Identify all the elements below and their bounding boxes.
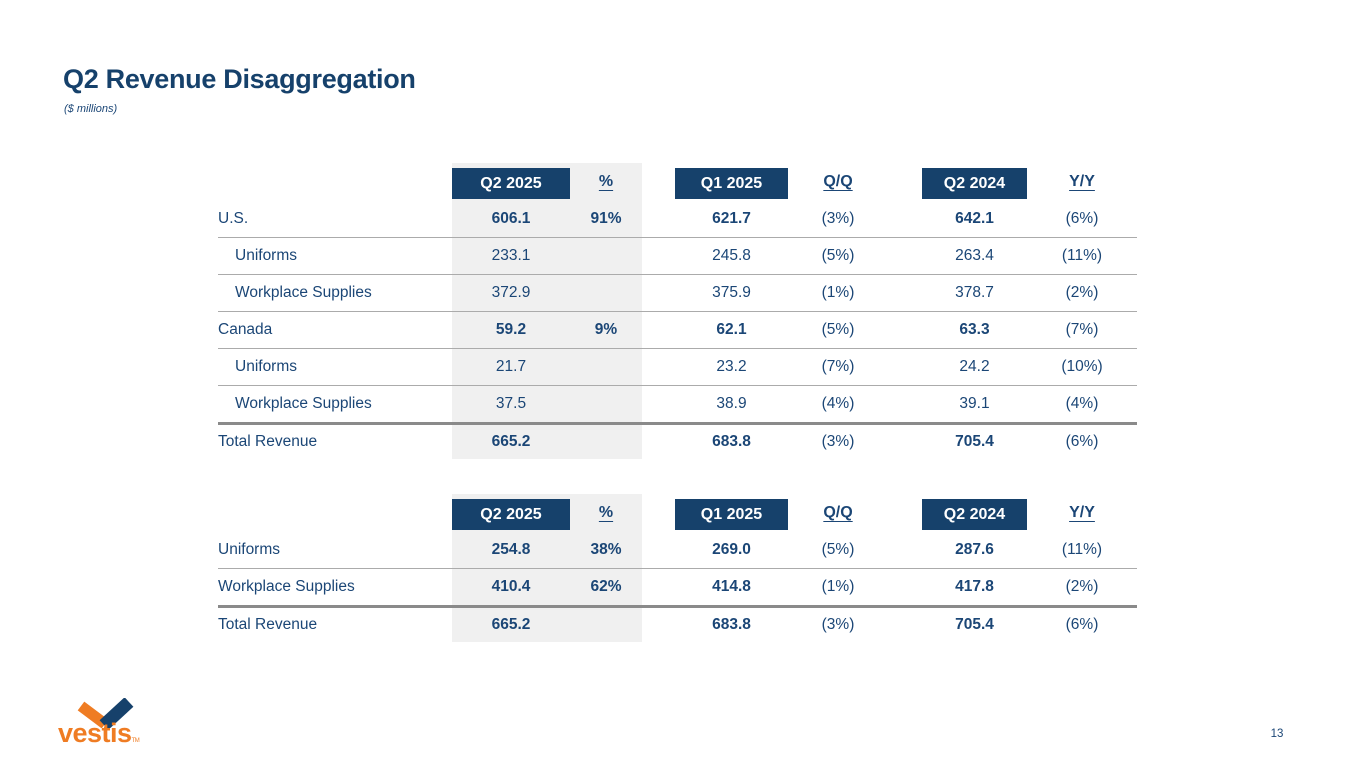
cell-q2-2024: 705.4 (955, 433, 994, 450)
vestis-wordmark: vestisTM (58, 718, 140, 748)
cell-yoy: (2%) (1065, 578, 1099, 595)
cell-qoq: (5%) (821, 321, 855, 338)
table-row: Canada 59.2 9% 62.1 (5%) 63.3 (7%) (218, 311, 1137, 348)
row-label: Canada (218, 321, 273, 338)
cell-yoy: (11%) (1061, 540, 1103, 558)
cell-q1-2025: 245.8 (712, 247, 751, 264)
cell-q2-2025: 233.1 (491, 247, 531, 264)
vestis-checkmark-icon (77, 698, 134, 728)
column-header-q2-2025: Q2 2025 (452, 167, 570, 199)
cell-qoq: (3%) (821, 209, 855, 227)
column-header-y-y: Y/Y (1069, 504, 1095, 521)
cell-q1-2025: 683.8 (712, 616, 751, 633)
total-row: Total Revenue 665.2 683.8 (3%) 705.4 (6%) (218, 422, 1137, 459)
column-header-q1-2025: Q1 2025 (675, 498, 788, 530)
cell-q1-2025: 23.2 (716, 358, 747, 375)
cell-q2-2024: 39.1 (959, 395, 990, 412)
trademark-symbol: TM (131, 738, 140, 744)
cell-yoy: (6%) (1065, 209, 1099, 227)
cell-yoy: (4%) (1065, 395, 1099, 412)
row-label: Workplace Supplies (218, 578, 355, 595)
row-label: U.S. (218, 209, 249, 227)
table-row: Uniforms 254.8 38% 269.0 (5%) 287.6 (11%) (218, 531, 1137, 568)
cell-q2-2025: 37.5 (495, 395, 527, 412)
cell-q2-2025: 254.8 (491, 540, 531, 558)
cell-q2-2024: 642.1 (955, 209, 994, 227)
table-header-row: Q2 2025% Q1 2025 Q/Q Q2 2024 Y/Y (218, 494, 1137, 531)
cell-q2-2025: 59.2 (495, 321, 527, 338)
cell-q2-2024: 24.2 (959, 358, 990, 375)
cell-pct: 38% (590, 540, 622, 558)
revenue-by-segment-table: Q2 2025% Q1 2025 Q/Q Q2 2024 Y/Y Uniforms 254.… (218, 494, 1137, 642)
table-row: Workplace Supplies 372.9 375.9 (1%) 378.7 (2%… (218, 274, 1137, 311)
row-label: Total Revenue (218, 433, 318, 450)
cell-qoq: (4%) (821, 395, 855, 412)
cell-yoy: (6%) (1065, 433, 1099, 450)
cell-qoq: (5%) (821, 540, 855, 558)
cell-qoq: (1%) (821, 284, 855, 301)
cell-yoy: (11%) (1061, 247, 1103, 264)
cell-q2-2024: 417.8 (955, 578, 994, 595)
cell-pct: 62% (590, 578, 622, 595)
table-header-row: Q2 2025% Q1 2025 Q/Q Q2 2024 Y/Y (218, 163, 1137, 200)
table-row: U.S. 606.1 91% 621.7 (3%) 642.1 (6%) (218, 200, 1137, 237)
cell-q2-2024: 263.4 (955, 247, 994, 264)
page-title: Q2 Revenue Disaggregation (63, 64, 416, 94)
column-header-q2-2025: Q2 2025 (452, 498, 570, 530)
cell-q2-2024: 287.6 (955, 540, 994, 558)
column-header-q1-2025: Q1 2025 (675, 167, 788, 199)
row-label: Workplace Supplies (235, 395, 372, 412)
column-header-y-y: Y/Y (1069, 173, 1095, 190)
cell-q2-2025: 665.2 (491, 616, 531, 633)
cell-yoy: (10%) (1061, 358, 1103, 375)
column-header-q2-2024: Q2 2024 (922, 167, 1027, 199)
vestis-logo: vestisTM (58, 696, 178, 756)
row-label: Uniforms (235, 358, 298, 375)
table-row: Uniforms 21.7 23.2 (7%) 24.2 (10%) (218, 348, 1137, 385)
cell-qoq: (1%) (821, 578, 855, 595)
row-label: Workplace Supplies (235, 284, 372, 301)
revenue-by-geography-table: Q2 2025% Q1 2025 Q/Q Q2 2024 Y/Y U.S. 606.1 91%… (218, 163, 1137, 459)
cell-pct: 91% (590, 209, 622, 227)
cell-q2-2024: 378.7 (955, 284, 994, 301)
cell-q2-2024: 705.4 (955, 616, 994, 633)
table-row: Workplace Supplies 37.5 38.9 (4%) 39.1 (4%) (218, 385, 1137, 422)
cell-q1-2025: 269.0 (712, 540, 751, 558)
column-header-q-q: Q/Q (823, 504, 853, 521)
column-header--: % (598, 504, 614, 521)
cell-qoq: (3%) (821, 433, 855, 450)
cell-q1-2025: 38.9 (716, 395, 747, 412)
row-label: Uniforms (235, 247, 298, 264)
cell-yoy: (6%) (1065, 616, 1099, 633)
cell-q1-2025: 375.9 (712, 284, 751, 301)
cell-qoq: (3%) (821, 616, 855, 633)
column-header--: % (598, 173, 614, 190)
page-number: 13 (1270, 728, 1284, 740)
cell-q2-2024: 63.3 (959, 321, 990, 338)
column-header-q2-2024: Q2 2024 (922, 498, 1027, 530)
page-subtitle: ($ millions) (64, 103, 118, 115)
table-row: Uniforms 233.1 245.8 (5%) 263.4 (11%) (218, 237, 1137, 274)
cell-yoy: (2%) (1065, 284, 1099, 301)
table-row: Workplace Supplies 410.4 62% 414.8 (1%) 417.8… (218, 568, 1137, 605)
cell-yoy: (7%) (1065, 321, 1099, 338)
column-header-q-q: Q/Q (823, 173, 853, 190)
cell-pct: 9% (594, 321, 618, 338)
cell-q1-2025: 621.7 (712, 209, 751, 227)
cell-q2-2025: 372.9 (491, 284, 531, 301)
cell-q1-2025: 62.1 (716, 321, 747, 338)
total-row: Total Revenue 665.2 683.8 (3%) 705.4 (6%) (218, 605, 1137, 642)
cell-q1-2025: 683.8 (712, 433, 751, 450)
cell-qoq: (7%) (821, 358, 855, 375)
cell-q2-2025: 21.7 (495, 358, 527, 375)
cell-q2-2025: 606.1 (491, 209, 531, 227)
cell-q1-2025: 414.8 (712, 578, 751, 595)
row-label: Uniforms (218, 540, 281, 558)
cell-qoq: (5%) (821, 247, 855, 264)
cell-q2-2025: 665.2 (491, 433, 531, 450)
row-label: Total Revenue (218, 616, 318, 633)
cell-q2-2025: 410.4 (491, 578, 531, 595)
